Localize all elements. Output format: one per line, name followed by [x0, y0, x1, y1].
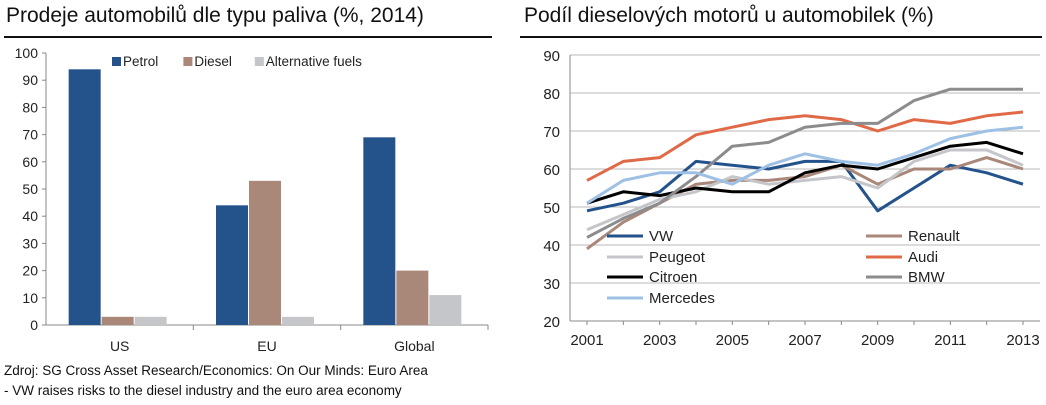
bar-chart-title: Prodeje automobilů dle typu paliva (%, 2… — [6, 4, 424, 27]
legend-label-alternative-fuels: Alternative fuels — [266, 54, 362, 69]
y-tick-label: 50 — [543, 200, 560, 217]
source-line-2: - VW raises risks to the diesel industry… — [4, 383, 402, 398]
bar-us-diesel — [101, 316, 134, 325]
x-tick-label: 2013 — [1006, 332, 1039, 349]
legend-label-citroen: Citroen — [649, 269, 697, 286]
legend-label-mercedes: Mercedes — [649, 290, 715, 307]
y-tick-label: 40 — [22, 208, 38, 224]
y-tick-label: 0 — [30, 317, 38, 333]
series-line-citroen — [586, 140, 1024, 205]
x-tick-label: 2005 — [716, 332, 749, 349]
bar-us-alternative-fuels — [134, 316, 167, 325]
x-tick-label: 2001 — [570, 332, 603, 349]
line-chart-title: Podíl dieselových motorů u automobilek (… — [524, 4, 934, 27]
series-line-audi — [586, 110, 1024, 182]
y-tick-label: 60 — [22, 154, 38, 170]
y-tick-label: 70 — [22, 127, 38, 143]
series-line-vw — [586, 159, 1024, 213]
legend-label-petrol: Petrol — [123, 54, 158, 69]
bar-global-petrol — [363, 137, 396, 325]
y-tick-label: 30 — [543, 276, 560, 293]
bar-global-diesel — [396, 270, 429, 325]
y-tick-label: 90 — [543, 48, 560, 65]
bar-us-petrol — [68, 69, 101, 325]
source-line-1: Zdroj: SG Cross Asset Research/Economics… — [4, 363, 428, 378]
y-tick-label: 80 — [543, 86, 560, 103]
bar-global-alternative-fuels — [429, 295, 462, 325]
y-tick-label: 60 — [543, 162, 560, 179]
series-line-mercedes — [586, 125, 1024, 205]
line-chart: 20 30 40 50 60 70 80 90 2001 2003 2005 2007 2009 2011… — [543, 48, 1040, 349]
legend-swatch-diesel — [183, 57, 193, 66]
bar-eu-diesel — [249, 180, 281, 325]
y-tick-label: 90 — [22, 72, 38, 88]
series-line-peugeot — [586, 148, 1024, 232]
x-tick-label: 2011 — [934, 332, 966, 349]
x-tick-label: 2007 — [788, 332, 821, 349]
x-category-label: Global — [394, 338, 434, 354]
legend-label-diesel: Diesel — [194, 54, 232, 69]
x-category-label: EU — [257, 338, 276, 354]
bar-eu-alternative-fuels — [282, 316, 314, 325]
legend-swatch-petrol — [112, 57, 121, 66]
bar-chart-title-rule — [4, 36, 492, 38]
y-tick-label: 20 — [543, 314, 560, 331]
legend-label-audi: Audi — [908, 249, 938, 266]
x-tick-label: 2003 — [643, 332, 676, 349]
bar-eu-petrol — [216, 205, 248, 325]
legend-label-renault: Renault — [908, 228, 961, 245]
legend-label-vw: VW — [649, 228, 674, 245]
bar-chart: 0 10 20 30 40 50 60 70 80 90 100 US EU Global Petrol Di… — [15, 45, 489, 354]
y-tick-label: 50 — [22, 181, 38, 197]
line-chart-title-rule — [520, 36, 1042, 38]
legend-label-peugeot: Peugeot — [649, 249, 706, 266]
series-line-bmw — [586, 87, 1023, 239]
y-tick-label: 80 — [22, 99, 38, 115]
y-tick-label: 10 — [22, 290, 38, 306]
x-tick-label: 2009 — [861, 332, 894, 349]
y-tick-label: 100 — [15, 45, 39, 61]
x-category-label: US — [110, 338, 129, 354]
y-tick-label: 70 — [543, 124, 560, 141]
legend-label-bmw: BMW — [908, 269, 946, 286]
legend-swatch-alternative-fuels — [254, 57, 264, 66]
y-tick-label: 40 — [543, 238, 560, 255]
y-tick-label: 20 — [22, 263, 38, 279]
y-tick-label: 30 — [22, 235, 38, 251]
